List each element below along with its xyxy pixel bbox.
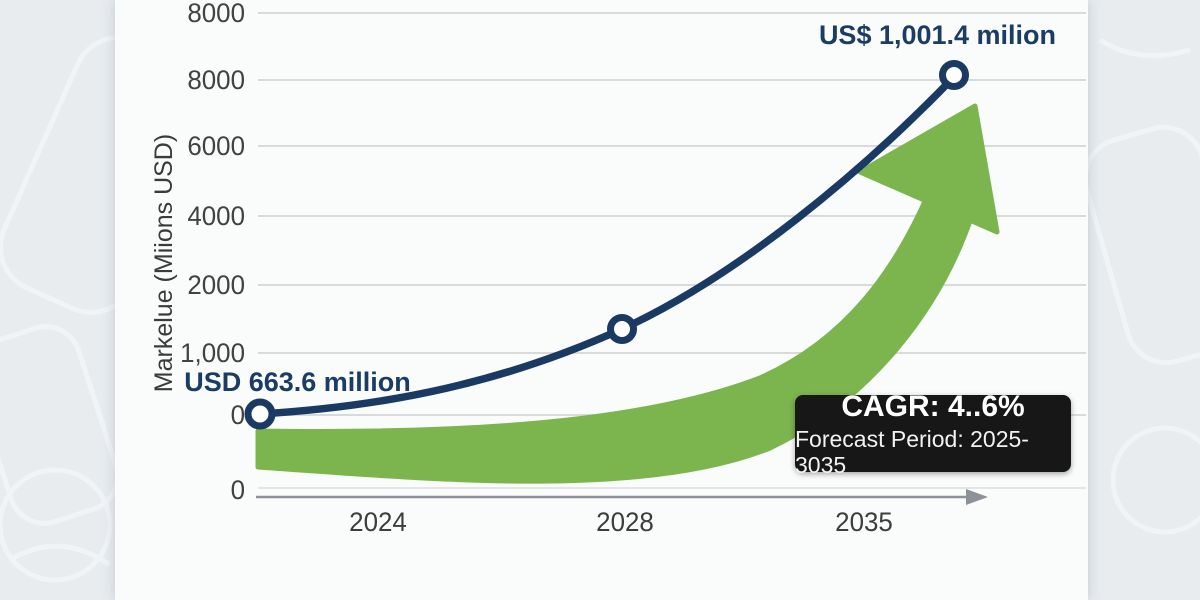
y-tick-label: 8000 [187,65,245,95]
x-tick-label-2024: 2024 [349,507,407,537]
cagr-box: CAGR: 4..6% Forecast Period: 2025-3035 [795,390,1071,478]
y-axis-title: Markelue (Miions USD) [150,133,178,393]
annotation-end-value: US$ 1,001.4 milion [818,20,1057,50]
y-tick-label: 8000 [187,0,245,28]
annotation-start-value: USD 663.6 million [184,367,411,397]
y-tick-label: 1,000 [180,338,245,368]
x-tick-label-2028: 2028 [596,507,654,537]
forecast-period: Forecast Period: 2025-3035 [795,425,1029,478]
y-tick-label: 6000 [187,131,245,161]
y-tick-label: 0 [230,400,245,430]
x-tick-label-2035: 2035 [835,507,893,537]
y-tick-label: 4000 [187,201,245,231]
cagr-value: CAGR: 4..6% [841,389,1025,423]
y-tick-label: 0 [230,475,245,505]
y-tick-label: 2000 [187,270,245,300]
